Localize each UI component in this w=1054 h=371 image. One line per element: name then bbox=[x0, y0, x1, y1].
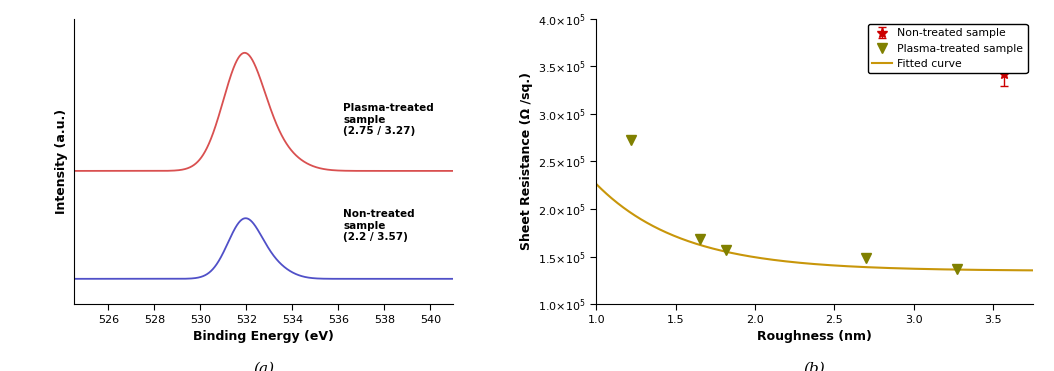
X-axis label: Binding Energy (eV): Binding Energy (eV) bbox=[193, 330, 334, 343]
Text: (b): (b) bbox=[804, 361, 825, 371]
Fitted curve bbox=[787, 260, 800, 265]
Line: Plasma-treated sample: Plasma-treated sample bbox=[626, 135, 961, 274]
Text: Non-treated
sample
(2.2 / 3.57): Non-treated sample (2.2 / 3.57) bbox=[343, 209, 414, 242]
Fitted curve bbox=[702, 245, 715, 250]
X-axis label: Roughness (nm): Roughness (nm) bbox=[757, 330, 872, 343]
Fitted curve bbox=[847, 264, 860, 269]
Plasma-treated sample bbox=[625, 138, 638, 143]
Fitted curve bbox=[881, 266, 894, 270]
Y-axis label: Sheet Resistance (Ω /sq.): Sheet Resistance (Ω /sq.) bbox=[520, 72, 533, 250]
Text: Plasma-treated
sample
(2.75 / 3.27): Plasma-treated sample (2.75 / 3.27) bbox=[343, 103, 434, 137]
Plasma-treated sample bbox=[694, 237, 706, 242]
Fitted curve bbox=[590, 182, 603, 186]
Plasma-treated sample bbox=[860, 255, 873, 260]
Fitted curve bbox=[667, 233, 680, 238]
Line: Fitted curve: Fitted curve bbox=[597, 184, 1033, 270]
Legend: Non-treated sample, Plasma-treated sample, Fitted curve: Non-treated sample, Plasma-treated sampl… bbox=[867, 24, 1028, 73]
Fitted curve bbox=[1027, 268, 1039, 273]
Text: (a): (a) bbox=[253, 361, 274, 371]
Plasma-treated sample bbox=[720, 248, 733, 252]
Y-axis label: Intensity (a.u.): Intensity (a.u.) bbox=[55, 109, 69, 214]
Fitted curve bbox=[919, 267, 932, 271]
Plasma-treated sample bbox=[951, 267, 963, 271]
